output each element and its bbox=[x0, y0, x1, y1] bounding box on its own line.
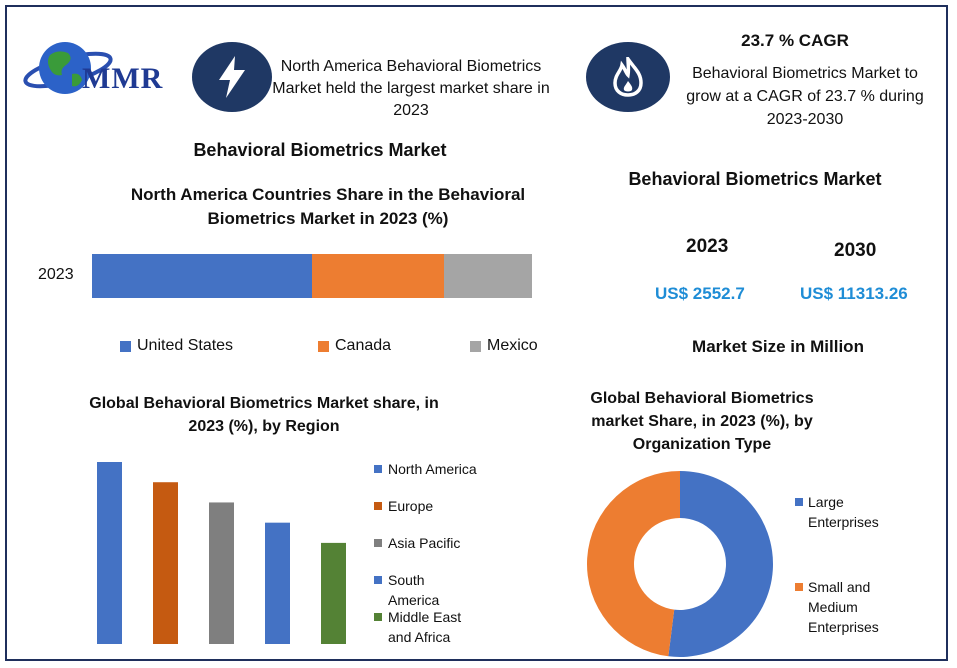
donut-legend-swatch bbox=[795, 583, 803, 591]
region-bar-middle-east-and-africa bbox=[321, 542, 346, 644]
region-legend-label-middle-east-and-africa: Middle East and Africa bbox=[388, 609, 462, 645]
stacked-bar-chart bbox=[92, 254, 532, 298]
legend-swatch bbox=[120, 340, 131, 352]
callout-right-text: Behavioral Biometrics Market to grow at … bbox=[686, 65, 924, 128]
legend-swatch bbox=[470, 340, 481, 352]
legend-item-mexico: Mexico bbox=[470, 337, 538, 355]
region-legend-label-asia-pacific: Asia Pacific bbox=[388, 535, 461, 551]
globe-icon bbox=[23, 42, 113, 94]
left-section-title: Behavioral Biometrics Market bbox=[193, 140, 447, 160]
donut-slice-large-enterprises bbox=[668, 471, 774, 657]
mmr-logo: MMR bbox=[20, 30, 190, 110]
legend-item-united-states: United States bbox=[120, 337, 233, 355]
donut-legend-label-large-enterprises: Large Enterprises bbox=[808, 494, 879, 530]
donut-slice-small-and-medium-enterprises bbox=[587, 471, 680, 657]
logo-text: MMR bbox=[82, 62, 164, 95]
donut-legend-swatch bbox=[795, 498, 803, 506]
region-bar-north-america bbox=[97, 462, 122, 644]
legend-swatch bbox=[318, 340, 329, 352]
legend-label: United States bbox=[137, 337, 234, 354]
callout-left-icon-badge bbox=[192, 42, 272, 112]
region-legend-swatch bbox=[374, 539, 382, 547]
legend-label: Canada bbox=[335, 337, 392, 354]
region-bar-asia-pacific bbox=[209, 502, 234, 644]
region-legend-label-south-america: South America bbox=[388, 572, 440, 608]
region-legend-swatch bbox=[374, 502, 382, 510]
infographic-frame bbox=[5, 5, 948, 661]
market-size-title: Behavioral Biometrics Market bbox=[628, 169, 882, 189]
donut-legend-label-small-and-medium-enterprises: Small and Medium Enterprises bbox=[808, 579, 879, 635]
lightning-icon bbox=[219, 56, 245, 98]
region-legend-label-north-america: North America bbox=[388, 461, 477, 477]
flame-icon bbox=[613, 57, 643, 97]
organization-donut-chart bbox=[587, 471, 774, 657]
stacked-bar-segment-united-states bbox=[92, 254, 312, 298]
year-2030-label: 2030 bbox=[834, 240, 877, 261]
region-bar-europe bbox=[153, 482, 178, 644]
stacked-bar-segment-mexico bbox=[444, 254, 532, 298]
stacked-chart-title: North America Countries Share in the Beh… bbox=[130, 185, 526, 228]
legend-item-canada: Canada bbox=[318, 337, 391, 355]
region-bar-chart bbox=[97, 462, 346, 644]
market-size-unit-note: Market Size in Million bbox=[692, 337, 864, 356]
region-legend-label-europe: Europe bbox=[388, 498, 434, 514]
value-2023: US$ 2552.7 bbox=[655, 284, 745, 303]
callout-left-text: North America Behavioral Biometrics Mark… bbox=[272, 58, 550, 119]
region-legend-swatch bbox=[374, 576, 382, 584]
region-legend-swatch bbox=[374, 465, 382, 473]
region-bar-south-america bbox=[265, 522, 290, 644]
region-legend-swatch bbox=[374, 613, 382, 621]
year-2023-label: 2023 bbox=[686, 236, 729, 257]
value-2030: US$ 11313.26 bbox=[800, 284, 908, 303]
cagr-heading: 23.7 % CAGR bbox=[741, 31, 849, 50]
stacked-chart-category-label: 2023 bbox=[38, 266, 74, 283]
donut-chart-title: Global Behavioral Biometrics market Shar… bbox=[590, 390, 814, 453]
region-chart-title: Global Behavioral Biometrics Market shar… bbox=[89, 395, 439, 435]
stacked-bar-segment-canada bbox=[312, 254, 444, 298]
callout-right-icon-badge bbox=[586, 42, 670, 112]
legend-label: Mexico bbox=[487, 337, 538, 354]
